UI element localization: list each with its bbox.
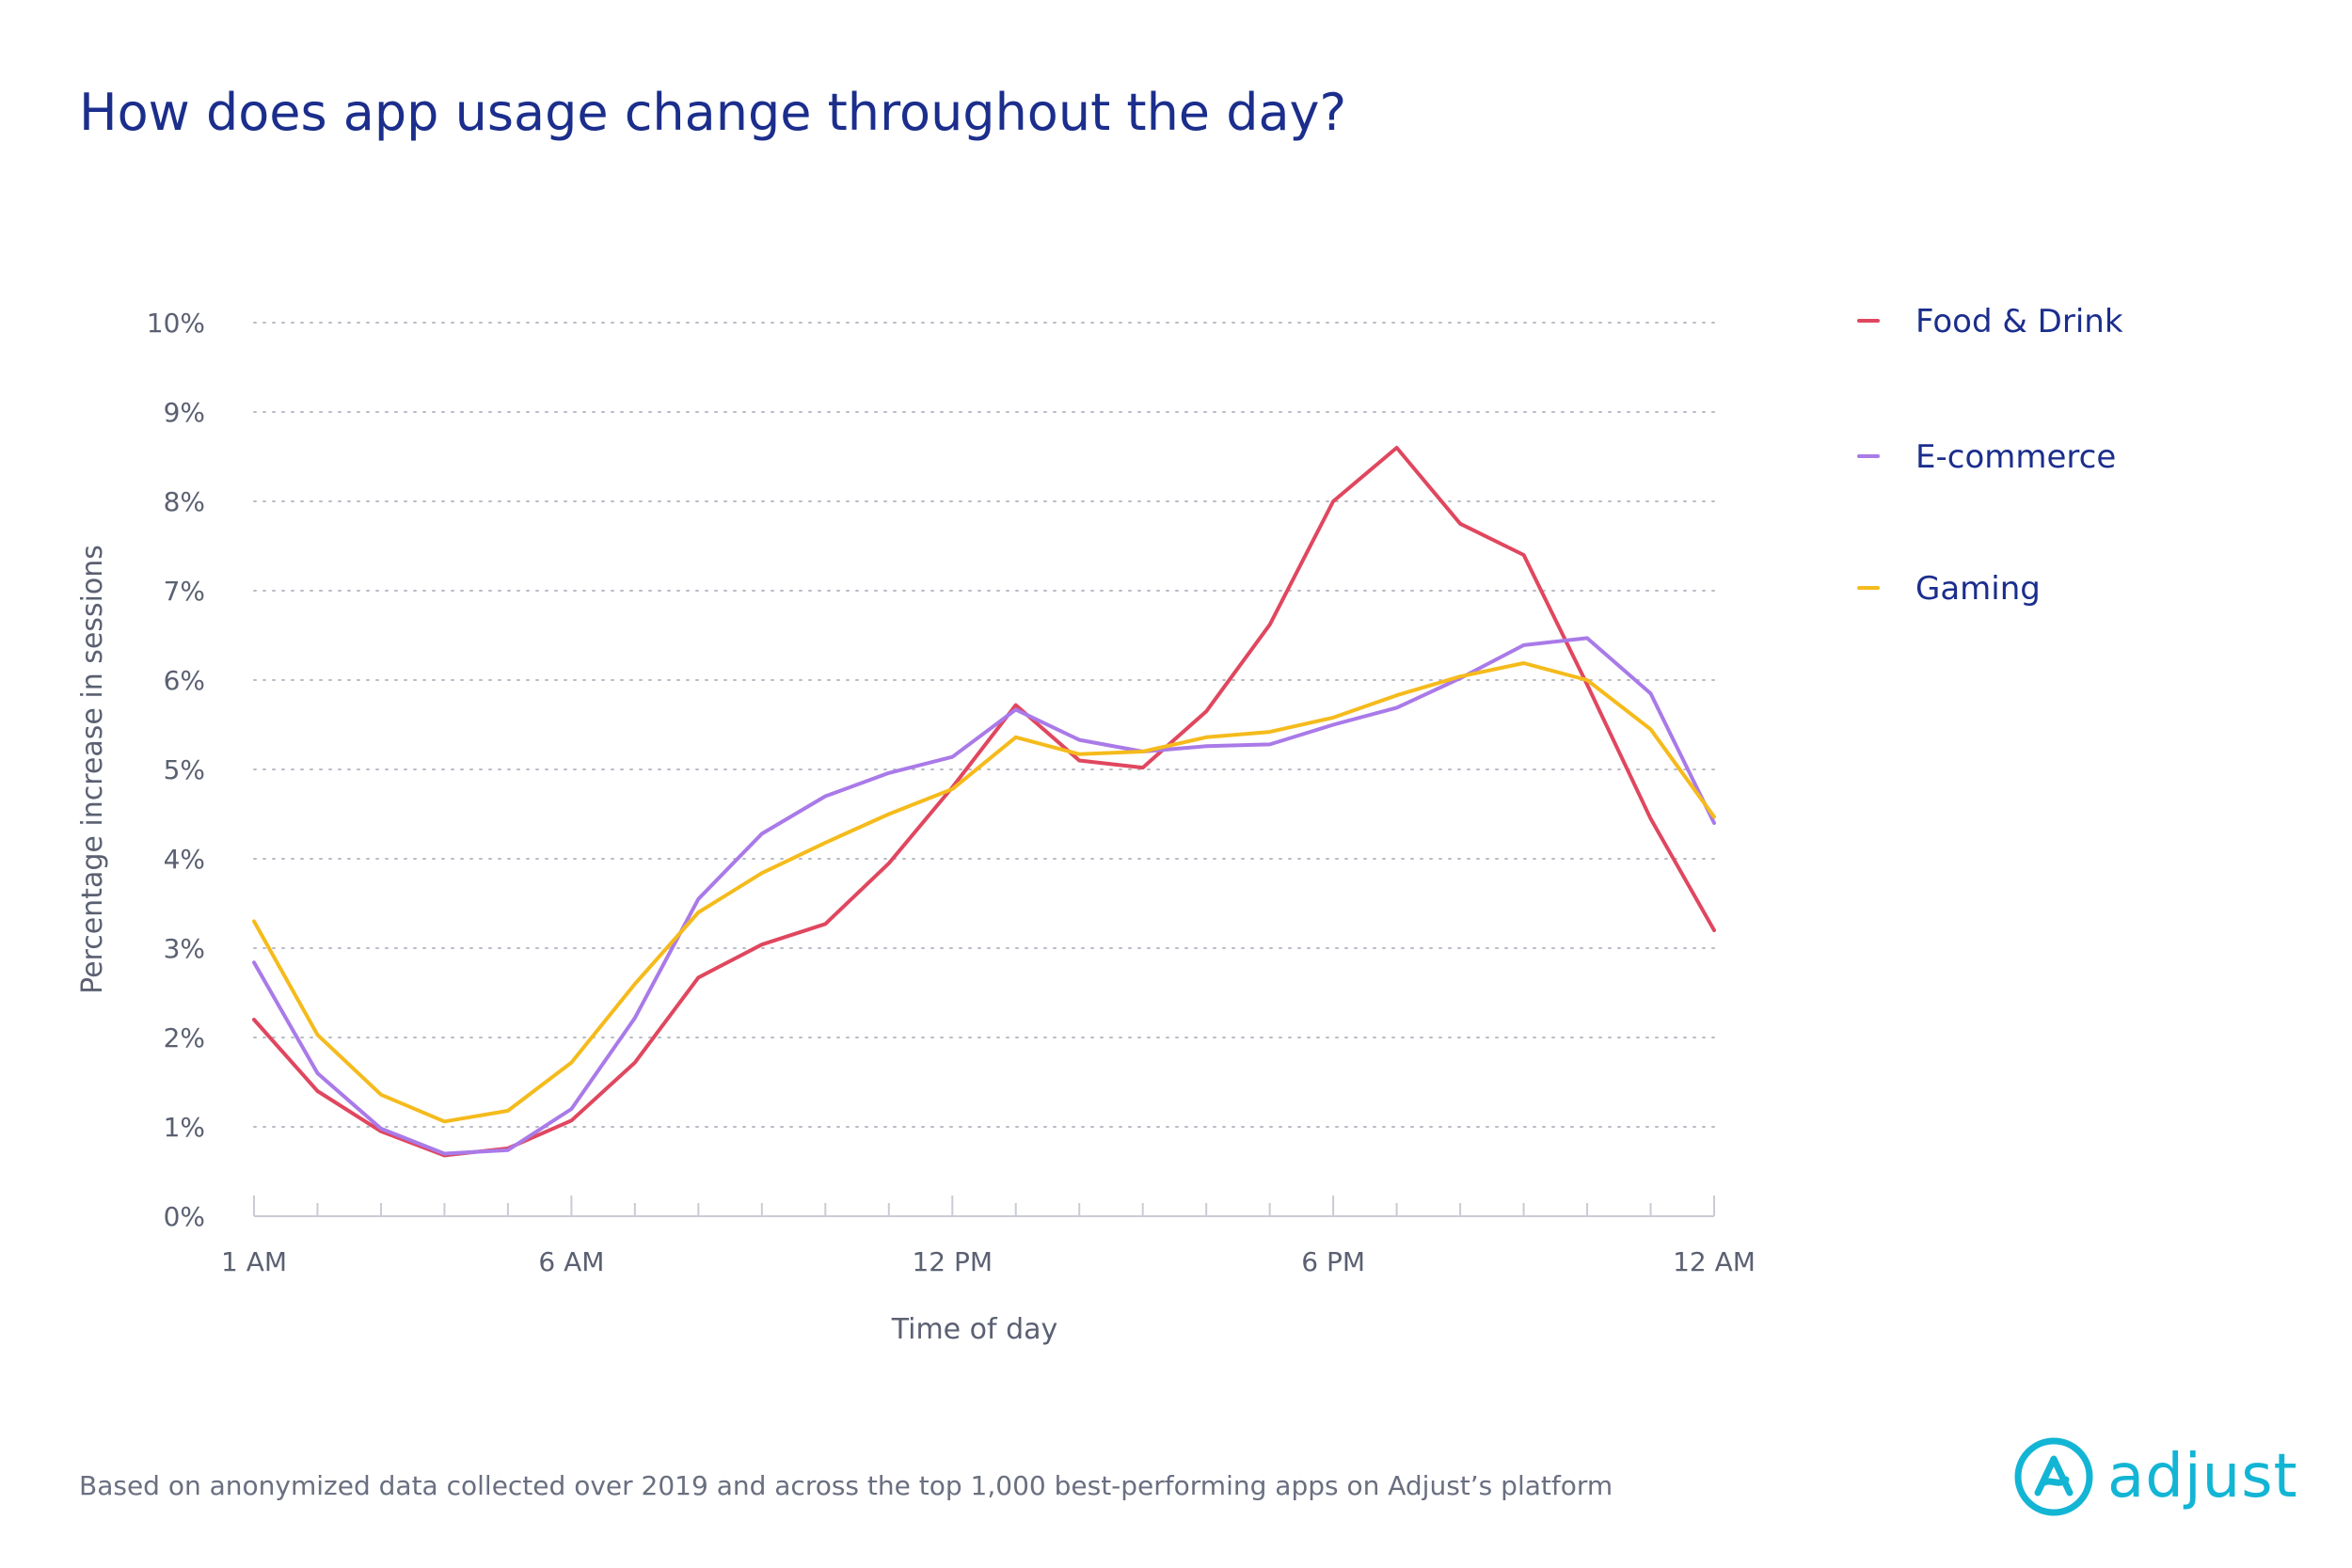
x-tick-label: 12 PM	[912, 1246, 993, 1277]
x-tick-label: 1 AM	[221, 1246, 287, 1277]
legend: Food & Drink E-commerce Gaming	[1857, 303, 2123, 608]
y-tick-label: 6%	[164, 665, 205, 696]
y-tick-label: 10%	[147, 308, 205, 339]
y-axis: 0% 1% 2% 3% 4% 5% 6% 7% 8% 9% 10%	[147, 308, 205, 1232]
y-axis-label: Percentage increase in sessions	[76, 545, 109, 994]
logo-wordmark: adjust	[2107, 1442, 2298, 1512]
legend-label: Food & Drink	[1915, 303, 2123, 341]
x-axis: 1 AM 6 AM 12 PM 6 PM 12 AM	[221, 1196, 1756, 1277]
series-line-e-commerce	[252, 636, 1716, 1156]
series-lines	[252, 446, 1716, 1158]
legend-label: E-commerce	[1915, 438, 2116, 476]
y-tick-label: 7%	[164, 576, 205, 607]
x-tick-label: 6 AM	[538, 1246, 604, 1277]
footnote: Based on anonymized data collected over …	[79, 1470, 1613, 1501]
y-tick-label: 0%	[164, 1201, 205, 1232]
y-tick-label: 4%	[164, 844, 205, 875]
y-tick-label: 9%	[164, 397, 205, 428]
chart-title: How does app usage change throughout the…	[79, 83, 1347, 142]
grid-lines	[253, 322, 1715, 1128]
series-line-gaming	[252, 661, 1716, 1124]
y-tick-label: 1%	[164, 1112, 205, 1143]
y-tick-label: 5%	[164, 754, 205, 785]
y-tick-label: 3%	[164, 933, 205, 964]
series-line-food-drink	[252, 446, 1716, 1158]
x-axis-label: Time of day	[891, 1313, 1058, 1346]
adjust-logo-icon	[2014, 1437, 2093, 1516]
legend-label: Gaming	[1915, 570, 2041, 608]
x-tick-label: 6 PM	[1301, 1246, 1365, 1277]
brand-logo: adjust	[2013, 1434, 2298, 1519]
x-tick-label: 12 AM	[1673, 1246, 1756, 1277]
y-tick-label: 2%	[164, 1022, 205, 1053]
y-tick-label: 8%	[164, 486, 205, 517]
